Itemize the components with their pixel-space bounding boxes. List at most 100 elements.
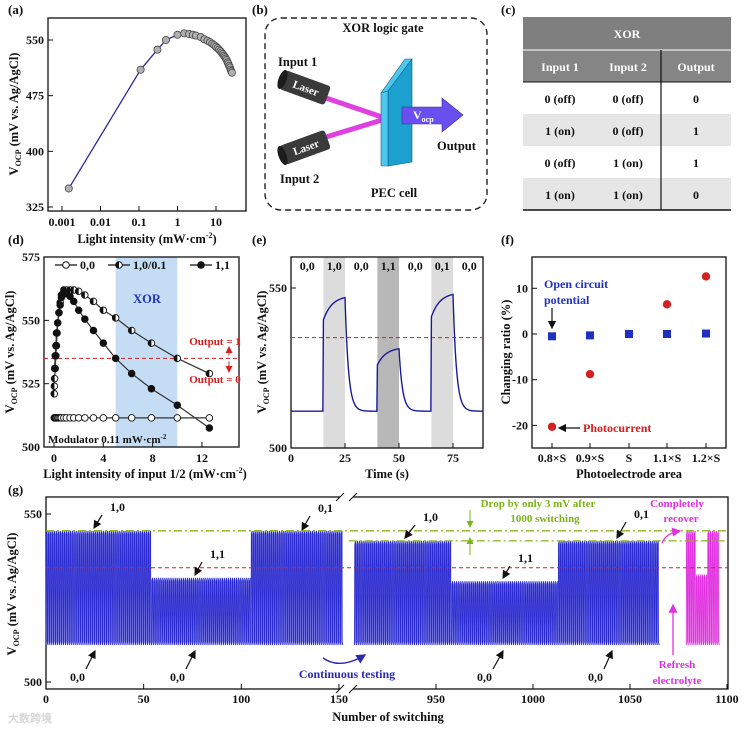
state-label: 0,1 (435, 259, 450, 273)
state-band (431, 257, 453, 448)
recover-label: recover (663, 513, 698, 525)
break-mark (335, 684, 345, 694)
data-point (127, 414, 136, 422)
modulator-annotation: Modulator 0.11 mW·cm-2 (48, 433, 167, 446)
x-tick-label: 8 (150, 451, 156, 465)
x-tick-label: 0.8×S (538, 451, 567, 465)
table-cell: 0 (off) (613, 124, 644, 138)
break-mark (335, 492, 345, 502)
refresh-label: Refresh (659, 659, 695, 671)
x-tick-label: 0.001 (49, 215, 76, 229)
data-point (55, 309, 63, 317)
data-point-half (112, 314, 116, 322)
diagram-title: XOR logic gate (342, 21, 424, 35)
row-bg (523, 82, 731, 114)
panel-label-a: (a) (8, 2, 23, 17)
table-row (523, 178, 731, 210)
x-tick-label: 0 (288, 451, 294, 465)
data-point (99, 414, 108, 422)
ylabel-sub: OCP (12, 629, 21, 646)
laser-body (279, 70, 331, 105)
vocp-main: V (413, 108, 422, 122)
data-point-half (174, 355, 178, 362)
panel-label-f: (f) (501, 232, 514, 247)
data-point-half (90, 298, 94, 305)
axis-break-top (340, 493, 353, 501)
legend-marker-half (115, 261, 119, 269)
table-cell: 1 (on) (545, 188, 575, 202)
photocurrent-label: Photocurrent (583, 421, 651, 435)
table-cell: 1 (on) (613, 156, 643, 170)
ocp-point (702, 329, 710, 338)
photocurrent-point (662, 300, 672, 309)
x-tick-label: 4 (100, 451, 106, 465)
y-tick-label: 525 (22, 377, 40, 391)
data-point (153, 45, 162, 54)
ocp-label: Open circuit (544, 277, 608, 291)
x-tick-label: 0.1 (132, 215, 147, 229)
x-tick-label: 10 (210, 215, 222, 229)
continuous-arrow (322, 654, 367, 664)
ocp-point (548, 332, 556, 341)
annotation-text: Modulator 0.11 mW·cm (48, 434, 161, 446)
x-tick-label: 150 (330, 692, 348, 706)
data-point-half (81, 291, 85, 299)
table-cell: 1 (on) (613, 188, 643, 202)
data-point (81, 414, 89, 422)
row-bg (523, 178, 731, 210)
table-cell: 1 (on) (545, 124, 575, 138)
data-point (111, 354, 120, 363)
ocp-point (663, 330, 671, 338)
chart-e: VOCP (mV vs. Ag/AgCl) (255, 256, 484, 449)
data-point (147, 414, 156, 422)
xlabel-text: Light intensity of input 1/2 (mW·cm (43, 467, 236, 481)
data-point-half (148, 339, 152, 347)
chart-d-frame (43, 256, 240, 448)
drop-label: 1000 switching (510, 513, 580, 525)
switching-segment-0-1 (707, 530, 720, 646)
data-point-half (100, 306, 104, 314)
data-point (147, 384, 156, 393)
ylabel-rest: (mV vs. Ag/AgCl) (255, 291, 269, 388)
ylabel-rest: (mV vs. Ag/AgCl) (5, 533, 19, 630)
state-arrow (616, 521, 627, 540)
y-tick-label: 550 (24, 507, 42, 521)
table-row (523, 114, 731, 146)
y-tick-label: 475 (26, 89, 44, 103)
chart-g: VOCP (mV vs. Ag/AgCl) (5, 492, 729, 694)
ylabel-main: V (255, 404, 269, 413)
state-label: 1,0 (110, 500, 125, 514)
data-point (99, 339, 108, 347)
break-mark (348, 492, 358, 502)
x-tick-label: 100 (232, 692, 250, 706)
row-bg (523, 114, 731, 146)
data-point (111, 414, 120, 422)
x-tick-label: 12 (196, 451, 208, 465)
x-tick-label: 0 (43, 692, 49, 706)
y-tick-label: 0 (522, 327, 528, 341)
state-arrow (85, 649, 96, 670)
data-point (161, 36, 170, 45)
table-row (523, 146, 731, 178)
chart-d: Modulator 0.11 mW·cm-2 Light intensity of… (3, 256, 247, 481)
annotation-sup: -2 (161, 433, 167, 441)
data-point (74, 414, 83, 422)
switching-segment-1-0 (354, 540, 452, 646)
photocurrent-point (547, 422, 557, 431)
data-point (227, 68, 236, 77)
state-label: 1,1 (381, 259, 396, 273)
state-label: 1,1 (518, 551, 533, 565)
chart-e-frame (290, 256, 484, 449)
table-cell: 1 (693, 124, 699, 138)
switching-segment-1-1 (151, 577, 252, 646)
continuous-testing-label: Continuous testing (299, 667, 395, 681)
state-arrow (301, 515, 311, 532)
y-axis-label: VOCP (mV vs. Ag/AgCl) (3, 291, 19, 414)
recover-label: Completely (650, 498, 704, 510)
y-tick-label: 325 (26, 200, 44, 214)
table-header-row (523, 50, 731, 82)
xlabel-text: Light intensity (mW·cm (77, 232, 206, 246)
legend-item (55, 261, 77, 269)
table-header: Input 1 (541, 60, 579, 74)
